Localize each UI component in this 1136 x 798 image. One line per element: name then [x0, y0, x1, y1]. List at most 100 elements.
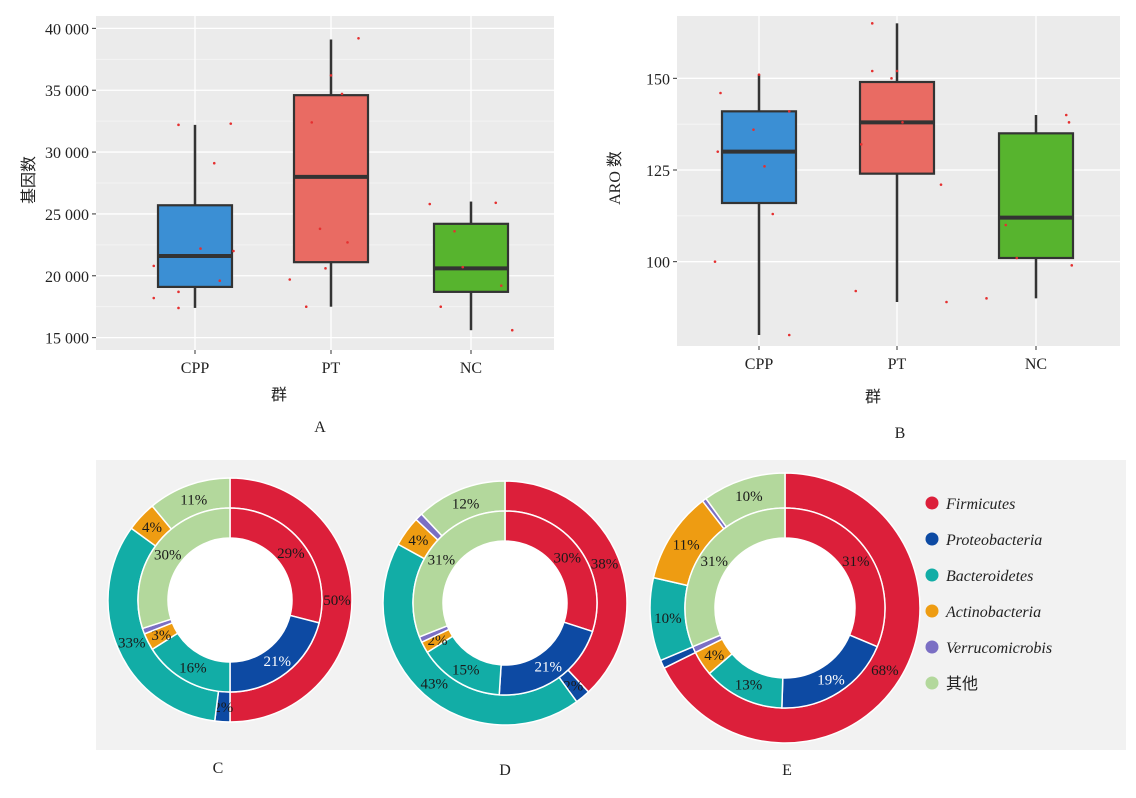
legend-marker: [925, 640, 939, 654]
data-point: [340, 92, 344, 96]
data-point: [870, 22, 874, 25]
panel-label: D: [499, 762, 511, 779]
legend-marker: [925, 568, 939, 582]
legend-marker: [925, 676, 939, 690]
data-point: [1070, 264, 1074, 267]
x-tick-label: CPP: [181, 360, 210, 377]
boxplot-panel-A: 15 000 20 000 25 000 30 000 35 000 40 000 CPP P…: [20, 16, 554, 436]
panel-label: B: [895, 425, 906, 442]
data-point: [318, 227, 322, 231]
legend-label: Proteobacteria: [945, 532, 1042, 549]
data-point: [901, 121, 904, 124]
data-point: [499, 284, 503, 287]
box-NC: [997, 132, 1075, 260]
donut-hole: [168, 538, 292, 662]
data-point: [771, 212, 775, 216]
outer-slice-label: 4%: [408, 533, 428, 549]
data-point: [453, 229, 456, 233]
data-point: [787, 110, 791, 113]
donut-panel-E: 68% 10% 11% 10% 31% 19% 13% 4% 31%: [649, 472, 921, 744]
data-point: [787, 333, 791, 337]
x-tick-label: PT: [888, 356, 907, 373]
legend: Firmicutes Proteobacteria Bacteroidetes Act…: [925, 496, 1052, 693]
y-tick-label: 125: [646, 163, 670, 180]
data-point: [752, 128, 755, 131]
data-point: [152, 264, 156, 268]
legend-label: Verrucomicrobis: [946, 640, 1052, 657]
legend-label: Bacteroidetes: [946, 568, 1033, 585]
box-CPP: [720, 110, 798, 205]
data-point: [177, 290, 180, 294]
data-point: [1015, 256, 1019, 260]
y-tick-label: 150: [646, 71, 670, 88]
donut-hole: [443, 541, 567, 665]
data-point: [713, 260, 717, 263]
data-point: [199, 247, 202, 250]
y-tick-label: 15 000: [45, 331, 89, 348]
inner-slice-label: 15%: [452, 662, 480, 678]
data-point: [757, 73, 761, 76]
data-point: [329, 74, 333, 77]
x-tick-label: NC: [460, 360, 482, 377]
data-point: [859, 143, 863, 146]
data-point: [304, 305, 308, 309]
data-point: [890, 77, 893, 80]
inner-slice-label: 3%: [151, 628, 171, 644]
boxplot-panel-B: 100 125 150 CPP PT NC 群 ARO 数 B: [606, 16, 1120, 442]
inner-slice-label: 4%: [704, 648, 724, 664]
data-point: [939, 183, 943, 186]
x-tick-label: PT: [322, 360, 341, 377]
legend-label: Firmicutes: [945, 496, 1015, 513]
data-point: [716, 150, 720, 153]
y-axis-label: 基因数: [20, 156, 38, 204]
data-point: [870, 69, 874, 73]
y-tick-label: 35 000: [45, 83, 89, 100]
outer-slice-label: 2%: [213, 700, 233, 716]
data-point: [945, 300, 948, 304]
outer-slice-label: 68%: [871, 663, 899, 679]
data-point: [428, 202, 432, 206]
outer-slice-label: 12%: [452, 497, 480, 513]
data-point: [854, 289, 858, 293]
y-tick-label: 20 000: [45, 269, 89, 286]
data-point: [439, 305, 443, 309]
x-tick-label: CPP: [745, 356, 774, 373]
data-point: [346, 241, 349, 244]
y-tick-label: 30 000: [45, 145, 89, 162]
legend-label: 其他: [946, 675, 978, 693]
legend-marker: [925, 604, 939, 618]
data-point: [177, 306, 180, 310]
inner-slice-label: 31%: [428, 553, 456, 569]
data-point: [324, 267, 327, 270]
data-point: [152, 296, 156, 300]
x-axis-label: 群: [271, 386, 287, 404]
donut-hole: [715, 538, 855, 678]
inner-slice-label: 21%: [535, 660, 563, 676]
outer-slice-label: 50%: [323, 593, 351, 609]
outer-slice-label: 11%: [673, 538, 700, 554]
outer-slice-label: 10%: [654, 611, 682, 627]
data-point: [985, 297, 988, 300]
inner-slice-label: 19%: [817, 673, 845, 689]
panel-label: C: [213, 760, 224, 777]
outer-slice-label: 10%: [735, 489, 763, 505]
inner-slice-label: 31%: [842, 554, 870, 570]
x-tick-label: NC: [1025, 356, 1047, 373]
data-point: [1067, 121, 1071, 124]
data-point: [719, 91, 722, 95]
box-PT: [858, 80, 936, 175]
data-point: [461, 265, 465, 269]
panel-label: A: [314, 419, 326, 436]
data-point: [212, 161, 216, 165]
legend-marker: [925, 532, 939, 546]
legend-label: Actinobacteria: [945, 604, 1041, 621]
outer-slice-label: 43%: [420, 676, 448, 692]
inner-slice-label: 30%: [554, 551, 582, 567]
inner-slice-label: 21%: [263, 654, 291, 670]
data-point: [232, 249, 235, 253]
y-tick-label: 25 000: [45, 207, 89, 224]
legend-marker: [925, 496, 939, 510]
donut-panel-D: 38%2%43%4%12%30%21%15%2%31%: [382, 480, 628, 726]
data-point: [1064, 113, 1068, 117]
inner-slice-label: 13%: [735, 678, 763, 694]
